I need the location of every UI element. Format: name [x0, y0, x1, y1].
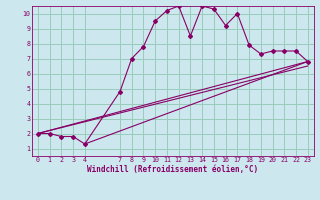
- X-axis label: Windchill (Refroidissement éolien,°C): Windchill (Refroidissement éolien,°C): [87, 165, 258, 174]
